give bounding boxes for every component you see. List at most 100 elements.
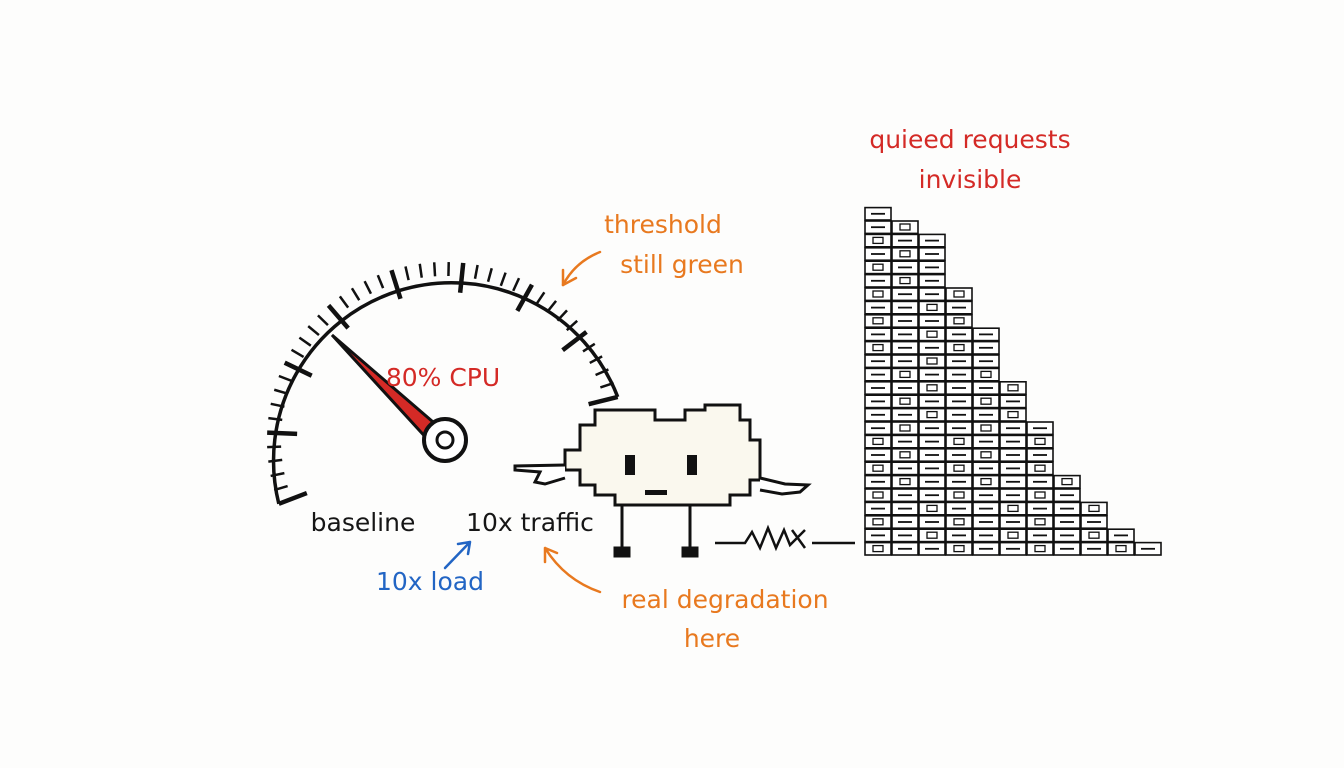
gauge-tick [404, 266, 410, 281]
gauge-tick [270, 471, 285, 478]
box-icon [953, 317, 965, 325]
request-box [918, 300, 946, 315]
request-box [864, 313, 892, 328]
box-icon [980, 477, 992, 486]
box-icon [926, 410, 938, 419]
box-icon [872, 290, 884, 298]
box-icon [899, 397, 911, 405]
request-box [1080, 528, 1108, 543]
request-box [945, 287, 973, 302]
label-threshold: threshold [604, 210, 722, 239]
box-icon [980, 370, 992, 379]
request-box [918, 327, 946, 342]
request-box [891, 273, 919, 288]
gauge-tick [268, 458, 283, 463]
box-icon [953, 290, 965, 298]
box-icon [872, 317, 884, 325]
gauge-tick [376, 274, 385, 289]
box-icon [872, 491, 884, 499]
request-box [1026, 514, 1054, 529]
gauge [267, 262, 620, 506]
box-icon [1034, 544, 1046, 553]
box-icon [980, 397, 992, 405]
gauge-tick [418, 263, 423, 278]
gauge-major-tick [267, 430, 298, 437]
box-icon [899, 276, 911, 285]
request-box [918, 528, 946, 543]
request-box [891, 367, 919, 382]
label-degradation: real degradation [621, 585, 828, 614]
request-box [945, 434, 973, 449]
box-icon [926, 330, 938, 338]
request-box [891, 394, 919, 409]
box-icon [1034, 491, 1046, 499]
box-icon [1088, 531, 1100, 539]
box-icon [953, 437, 965, 446]
request-box [945, 313, 973, 328]
gauge-major-tick [283, 360, 313, 378]
label-cpu: 80% CPU [386, 363, 500, 392]
request-box [864, 514, 892, 529]
gauge-major-tick [326, 303, 350, 330]
box-icon [899, 370, 911, 379]
box-icon [899, 477, 911, 486]
box-icon [926, 384, 938, 392]
box-icon [1007, 410, 1019, 419]
request-box [864, 541, 892, 556]
label-queued: quieed requests [869, 125, 1070, 154]
box-icon [953, 518, 965, 526]
gauge-tick [290, 348, 305, 359]
gauge-tick [278, 374, 293, 383]
request-box [1107, 541, 1135, 556]
box-icon [899, 451, 911, 459]
gauge-tick [270, 402, 285, 408]
arrow-threshold [561, 250, 602, 287]
request-box [945, 541, 973, 556]
box-icon [872, 343, 884, 352]
arrows [443, 250, 602, 594]
label-baseline: baseline [311, 508, 416, 537]
request-box [999, 380, 1027, 395]
request-box [864, 233, 892, 248]
gauge-major-tick [278, 490, 308, 506]
box-icon [1034, 437, 1046, 446]
request-box [972, 394, 1000, 409]
gauge-tick [350, 287, 361, 301]
box-icon [1007, 384, 1019, 392]
box-icon [1115, 544, 1127, 553]
gauge-tick [432, 262, 437, 277]
request-box [864, 488, 892, 503]
gauge-tick [273, 484, 288, 492]
arrow-degradation [543, 546, 602, 594]
gauge-tick [267, 445, 282, 449]
box-icon [1007, 531, 1019, 539]
gauge-tick [535, 291, 546, 305]
request-box [945, 488, 973, 503]
box-icon [899, 424, 911, 432]
box-icon [1034, 518, 1046, 526]
gauge-tick [307, 325, 320, 337]
needle-hub-inner [435, 430, 455, 450]
gauge-tick [317, 314, 329, 327]
gauge-tick [582, 342, 596, 353]
box-icon [872, 544, 884, 553]
box-icon [872, 236, 884, 245]
box-icon [926, 504, 938, 513]
gauge-tick [499, 272, 507, 287]
gauge-major-tick [515, 283, 534, 312]
request-box [918, 354, 946, 369]
gauge-tick [512, 277, 521, 292]
gauge-tick [363, 280, 373, 295]
request-box [918, 407, 946, 422]
gauge-tick [273, 388, 289, 395]
request-box [864, 434, 892, 449]
gauge-tick [486, 267, 493, 283]
request-box [1026, 434, 1054, 449]
box-icon [980, 451, 992, 459]
request-box [972, 367, 1000, 382]
gauge-tick [338, 295, 350, 309]
gauge-tick [473, 264, 479, 280]
request-box [891, 421, 919, 436]
